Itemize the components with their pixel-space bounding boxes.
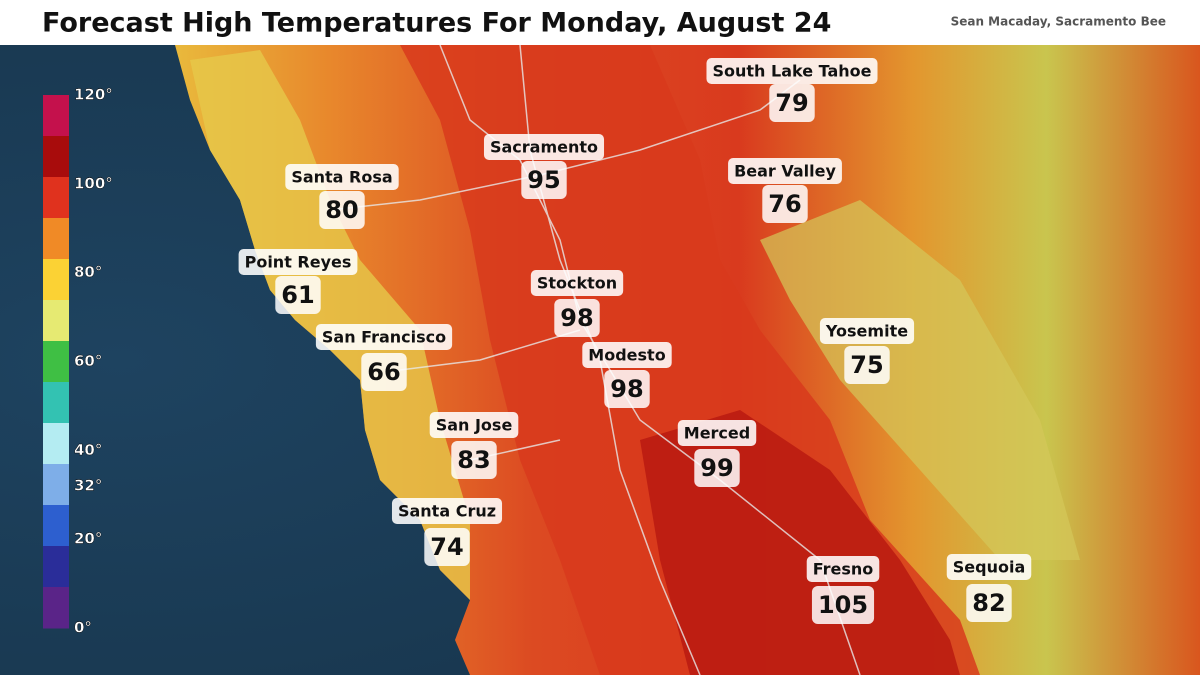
- header-bar: [0, 0, 1200, 45]
- city-name: Santa Cruz: [398, 502, 496, 521]
- city-name-box: [728, 158, 842, 184]
- city-name-box: [391, 498, 503, 524]
- city-name: Fresno: [813, 560, 874, 579]
- city-name: Stockton: [537, 274, 617, 293]
- legend-label: 0°: [74, 619, 92, 637]
- credit: Sean Macaday, Sacramento Bee: [951, 15, 1166, 29]
- city-name: Santa Rosa: [291, 168, 392, 187]
- city-name-box: [285, 164, 399, 190]
- legend-label: 40°: [74, 441, 102, 459]
- city-name: South Lake Tahoe: [712, 62, 871, 81]
- city-temp-box: [319, 191, 365, 229]
- city-temp: 76: [768, 190, 801, 218]
- legend-swatch: [43, 95, 69, 137]
- legend-swatch: [43, 505, 69, 547]
- city-name: Sacramento: [490, 138, 598, 157]
- title: Forecast High Temperatures For Monday, A…: [42, 8, 831, 39]
- city-name-box: [706, 58, 878, 84]
- legend-swatch: [43, 423, 69, 465]
- legend-label: 60°: [74, 352, 102, 370]
- legend-swatch: [43, 546, 69, 588]
- city-name: Point Reyes: [245, 253, 352, 272]
- city-name-box: [530, 270, 624, 296]
- city-temp: 83: [457, 446, 490, 474]
- city-temp: 66: [367, 358, 400, 386]
- city-temp-box: [275, 276, 321, 314]
- cities: South Lake Tahoe 79 Sacramento 95 Santa Rosa…: [238, 58, 1032, 624]
- city-name: Bear Valley: [734, 162, 836, 181]
- legend-swatch: [43, 464, 69, 506]
- city-temp-box: [361, 353, 407, 391]
- city-name-box: [946, 554, 1032, 580]
- city-temp-box: [762, 185, 808, 223]
- city-name: Merced: [684, 424, 750, 443]
- city-temp-box: [521, 161, 567, 199]
- legend-swatch: [43, 587, 69, 629]
- legend-swatch: [43, 177, 69, 219]
- city-temp: 95: [527, 166, 560, 194]
- city-temp-box: [424, 528, 470, 566]
- city-name-box: [806, 556, 880, 582]
- city-temp: 74: [430, 533, 463, 561]
- legend-label: 32°: [74, 476, 102, 494]
- city-name-box: [819, 318, 915, 344]
- city-name-box: [315, 324, 453, 350]
- city-temp: 61: [281, 281, 314, 309]
- legend-swatch: [43, 218, 69, 260]
- city-temp: 79: [775, 89, 808, 117]
- city-name-box: [238, 249, 358, 275]
- city-name-box: [429, 412, 519, 438]
- city-temp-box: [966, 584, 1012, 622]
- legend-swatch: [43, 259, 69, 301]
- legend-swatch: [43, 382, 69, 424]
- city-name: Sequoia: [953, 558, 1026, 577]
- city-temp: 82: [972, 589, 1005, 617]
- sierra-cool: [760, 200, 1080, 560]
- city-temp: 99: [700, 454, 733, 482]
- city-name-box: [582, 342, 672, 368]
- legend-label: 120°: [74, 86, 113, 104]
- city-temp-box: [451, 441, 497, 479]
- city-name-box: [677, 420, 757, 446]
- city-temp-box: [694, 449, 740, 487]
- legend: 120° 100° 80° 60° 40° 32° 20° 0°: [43, 85, 113, 637]
- legend-label: 100°: [74, 174, 113, 192]
- city-temp: 80: [325, 196, 358, 224]
- legend-swatch: [43, 341, 69, 383]
- legend-swatch: [43, 300, 69, 342]
- city-name: Modesto: [588, 346, 665, 365]
- city-name: San Jose: [436, 416, 513, 435]
- city-temp: 98: [560, 304, 593, 332]
- city-temp-box: [554, 299, 600, 337]
- city-temp: 98: [610, 375, 643, 403]
- legend-label: 20°: [74, 530, 102, 548]
- legend-swatch: [43, 136, 69, 178]
- city-name: San Francisco: [322, 328, 446, 347]
- city-name: Yosemite: [825, 322, 908, 341]
- city-name-box: [483, 134, 605, 160]
- city-temp: 105: [818, 591, 868, 619]
- city-temp-box: [769, 84, 815, 122]
- city-temp-box: [844, 346, 890, 384]
- city-temp: 75: [850, 351, 883, 379]
- city-temp-box: [604, 370, 650, 408]
- legend-label: 80°: [74, 263, 102, 281]
- city-temp-box: [811, 586, 875, 624]
